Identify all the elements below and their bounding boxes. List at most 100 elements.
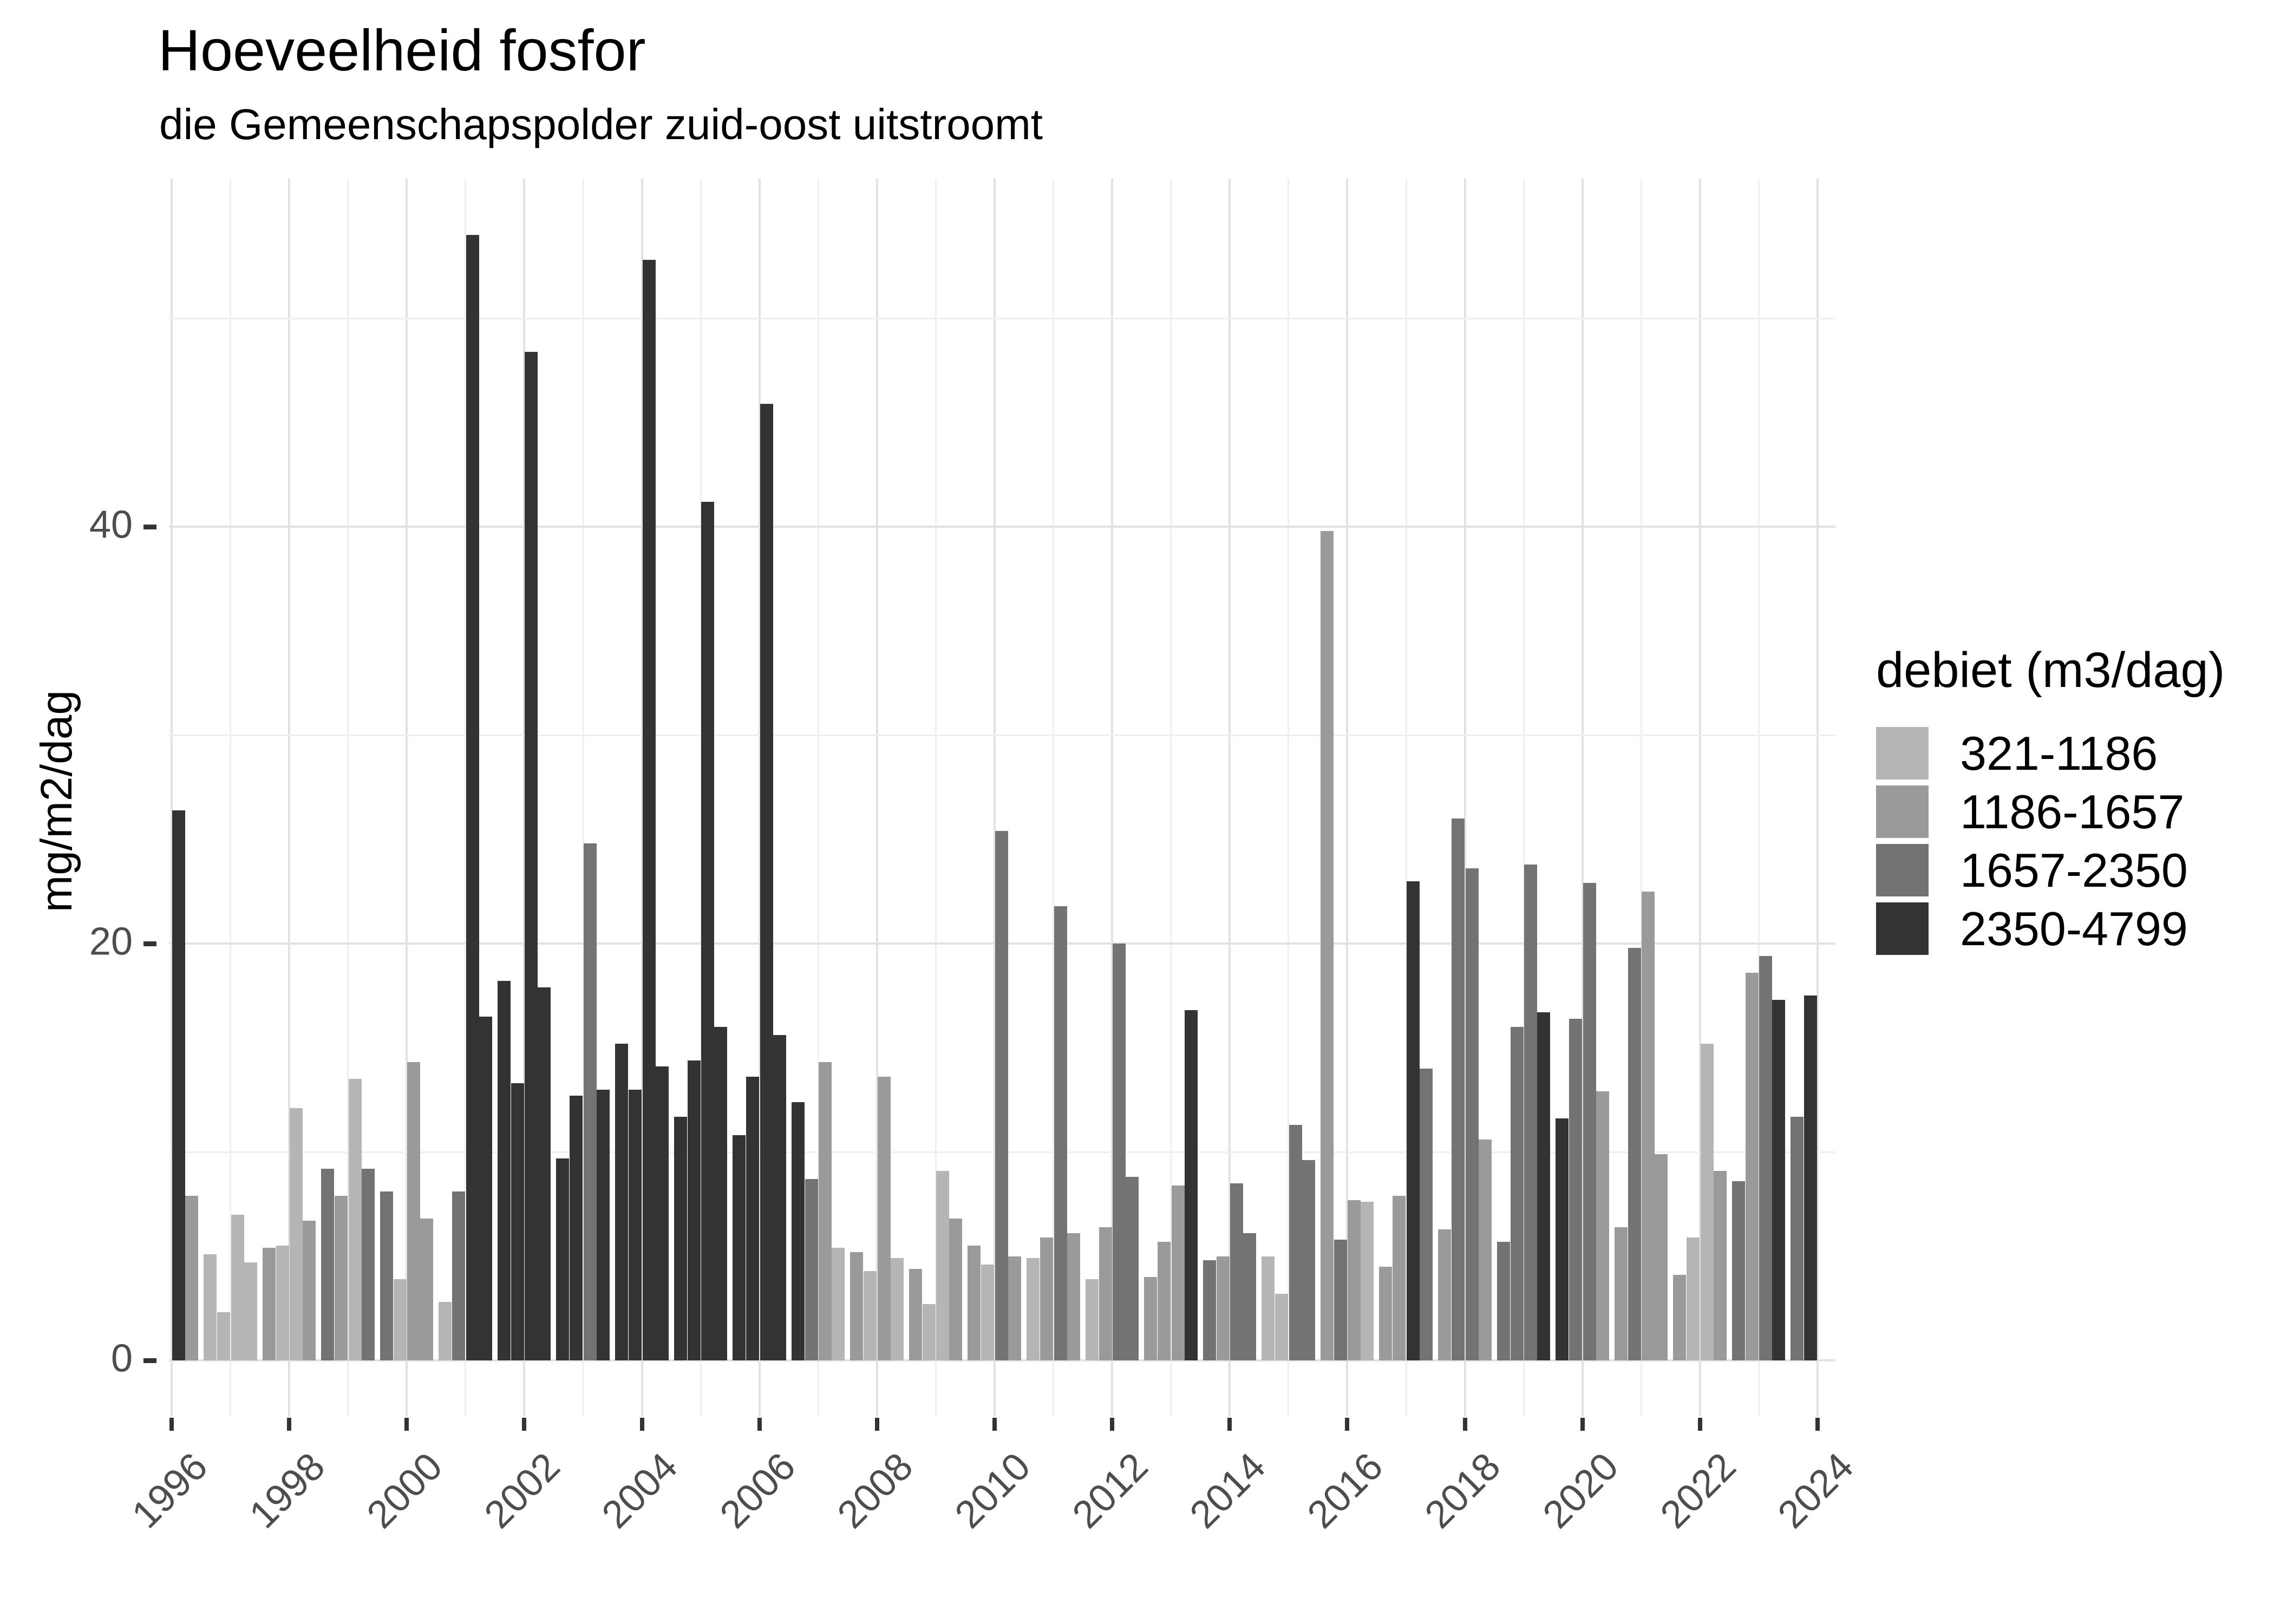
bar (1510, 1027, 1524, 1360)
gridline-v (1816, 179, 1819, 1417)
bar (321, 1168, 335, 1360)
x-tick-label: 2018 (1417, 1444, 1509, 1537)
bar (1171, 1185, 1185, 1360)
bar (1713, 1170, 1727, 1360)
x-tick-label: 2000 (358, 1444, 451, 1537)
x-axis-tick (1345, 1418, 1350, 1431)
bar (1556, 1118, 1569, 1360)
gridline-v (1346, 179, 1349, 1417)
gridline-v (1640, 179, 1642, 1417)
bar (714, 1027, 728, 1360)
bar (922, 1304, 936, 1361)
bar (244, 1262, 257, 1360)
bar (968, 1246, 981, 1361)
bar (1243, 1233, 1257, 1360)
bar (746, 1077, 760, 1360)
bar (1673, 1275, 1687, 1360)
bar (877, 1077, 891, 1360)
bar (361, 1168, 375, 1360)
gridline-v (1053, 179, 1055, 1417)
bar (1085, 1279, 1099, 1360)
legend-swatch (1876, 727, 1929, 780)
gridline-v (817, 179, 819, 1417)
gridline-h (169, 317, 1835, 319)
bar (1302, 1160, 1315, 1360)
bar (525, 351, 538, 1360)
gridline-v (700, 179, 702, 1417)
x-axis-tick (992, 1418, 997, 1431)
bar (949, 1219, 963, 1360)
x-tick-label: 2022 (1652, 1444, 1744, 1537)
bar (1008, 1256, 1021, 1360)
legend-key: 2350-4799 (1876, 902, 2225, 955)
bar (687, 1060, 701, 1360)
gridline-h (169, 1359, 1835, 1361)
bar (1420, 1069, 1433, 1360)
bar (1054, 906, 1067, 1360)
y-axis-tick (143, 941, 156, 946)
bar (832, 1248, 845, 1360)
bar (1596, 1091, 1609, 1360)
bar (335, 1195, 348, 1360)
x-tick-label: 2002 (476, 1444, 568, 1537)
bar (1804, 996, 1818, 1361)
bar (701, 501, 715, 1360)
gridline-v (1405, 179, 1407, 1417)
bar (204, 1254, 217, 1360)
gridline-v (935, 179, 937, 1417)
bar (1040, 1237, 1053, 1360)
x-tick-label: 2020 (1534, 1444, 1626, 1537)
bar (1772, 999, 1786, 1360)
bar (1348, 1200, 1361, 1360)
bar (1158, 1241, 1171, 1360)
bar (185, 1195, 198, 1360)
y-tick-label: 40 (89, 503, 133, 547)
x-tick-label: 2006 (711, 1444, 803, 1537)
legend: debiet (m3/dag) 321-1186 1186-1657 1657-23… (1876, 642, 2225, 961)
bar (1027, 1258, 1040, 1360)
bar (1126, 1177, 1139, 1360)
gridline-v (406, 179, 408, 1417)
bar (1275, 1293, 1289, 1360)
gridline-v (582, 179, 584, 1417)
bar (805, 1179, 818, 1360)
bar (995, 831, 1008, 1360)
bar (674, 1116, 687, 1360)
legend-key: 1186-1657 (1876, 785, 2225, 839)
bar (1628, 947, 1641, 1360)
bar (511, 1083, 524, 1360)
bar (655, 1066, 669, 1361)
bar (1262, 1256, 1275, 1360)
gridline-v (994, 179, 996, 1417)
x-axis-tick (287, 1418, 292, 1431)
bar (760, 403, 773, 1360)
bar (538, 987, 551, 1360)
bar (1334, 1239, 1347, 1360)
bar (1614, 1227, 1628, 1360)
bar (909, 1268, 922, 1360)
bar (1203, 1260, 1216, 1360)
x-axis-tick (522, 1418, 527, 1431)
bar (597, 1089, 610, 1360)
x-tick-label: 2012 (1064, 1444, 1156, 1537)
gridline-v (1170, 179, 1172, 1417)
bar (570, 1096, 583, 1360)
bar (497, 981, 511, 1360)
legend-label: 321-1186 (1960, 726, 2158, 780)
gridline-v (465, 179, 467, 1417)
bar (773, 1035, 786, 1360)
bar (1745, 972, 1759, 1360)
x-tick-label: 2010 (946, 1444, 1039, 1537)
gridline-v (1581, 179, 1584, 1417)
legend-label: 1657-2350 (1960, 843, 2188, 897)
x-axis-tick (1462, 1418, 1467, 1431)
bar (1216, 1256, 1230, 1360)
bar (1438, 1229, 1451, 1360)
gridline-v (230, 179, 232, 1417)
bar (303, 1221, 316, 1360)
bar (1537, 1012, 1551, 1360)
gridline-v (1111, 179, 1114, 1417)
bar (393, 1279, 407, 1360)
bar (231, 1214, 244, 1360)
